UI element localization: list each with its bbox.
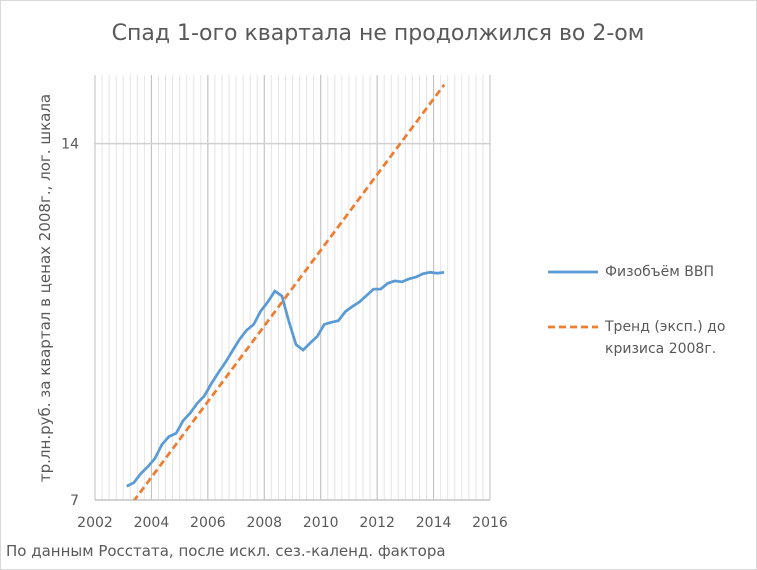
- plot-area: [126, 83, 446, 500]
- x-tick-label: 2010: [303, 515, 339, 531]
- series-line: [126, 270, 445, 488]
- source-note: По данным Росстата, после искл. сез.-кал…: [6, 542, 446, 560]
- x-tick-label: 2004: [134, 515, 170, 531]
- chart-title: Спад 1-ого квартала не продолжился во 2-…: [112, 21, 645, 46]
- x-tick-label: 2016: [472, 515, 508, 531]
- x-tick-label: 2002: [77, 515, 113, 531]
- x-tick-label: 2006: [190, 515, 226, 531]
- x-tick-label: 2014: [416, 515, 452, 531]
- legend-label: Тренд (эксп.) до кризиса 2008г.: [605, 319, 726, 357]
- x-tick-label: 2008: [246, 515, 282, 531]
- legend-label: Физобъём ВВП: [605, 264, 715, 280]
- y-tick-label: 14: [61, 137, 79, 153]
- series-line: [132, 83, 446, 500]
- y-tick-label: 7: [70, 493, 79, 509]
- x-tick-label: 2012: [359, 515, 395, 531]
- y-axis-label: тр.лн.руб. за квартал в ценах 2008г., ло…: [36, 94, 54, 482]
